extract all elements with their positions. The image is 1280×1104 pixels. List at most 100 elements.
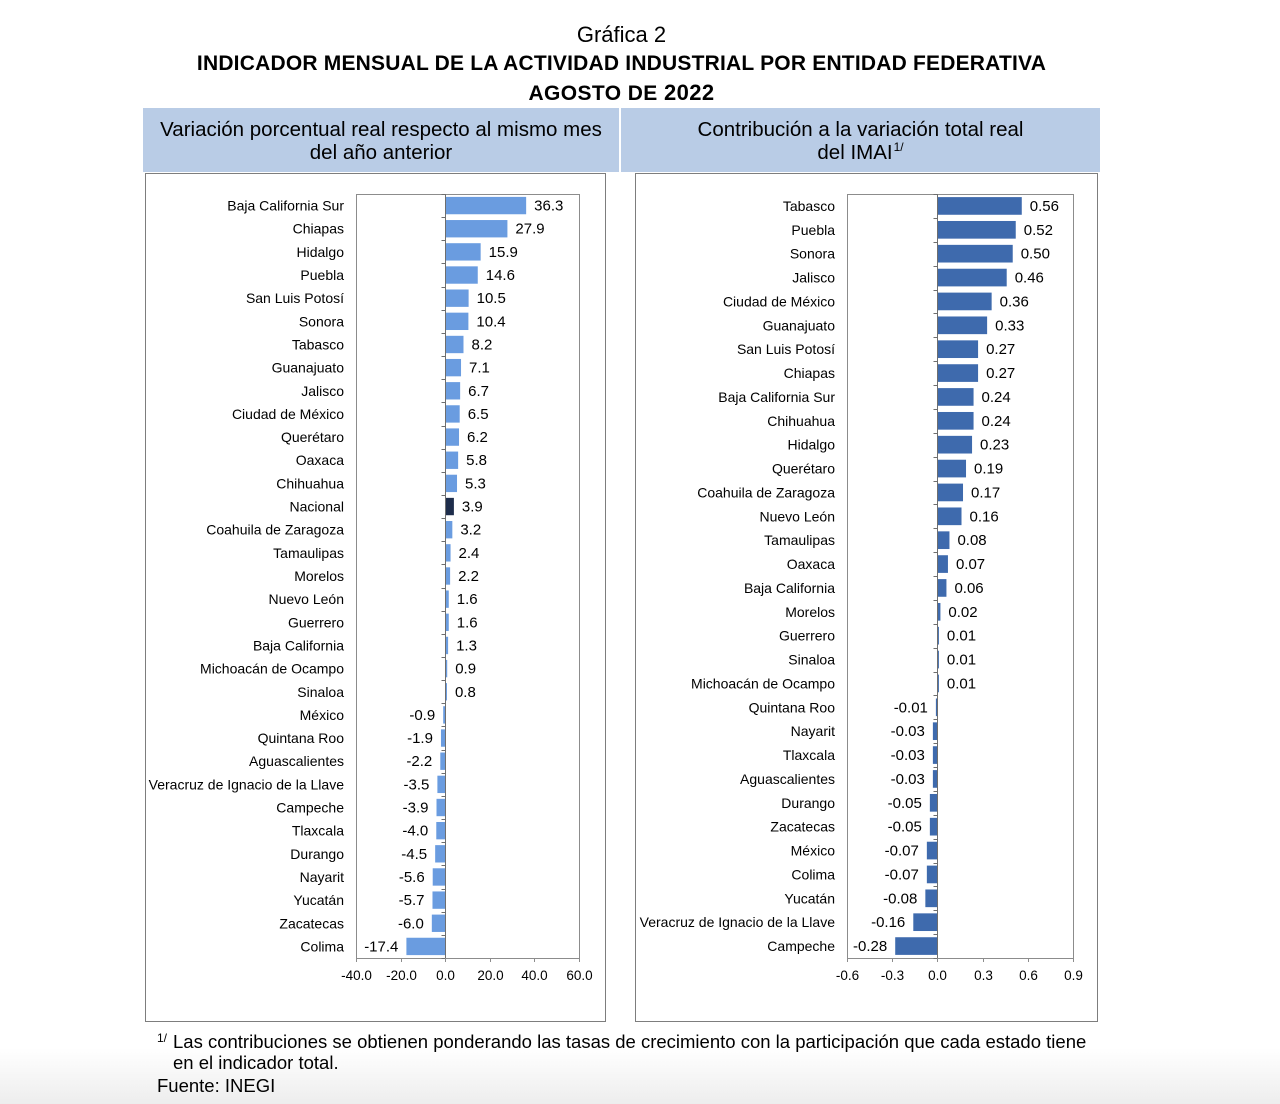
data-label: 0.24: [982, 413, 1011, 430]
data-label: 3.2: [460, 522, 481, 539]
category-label: Nayarit: [791, 723, 835, 739]
data-label: 0.9: [455, 661, 476, 678]
bar: [937, 340, 979, 359]
category-label: Quintana Roo: [749, 699, 836, 715]
data-label: 0.06: [954, 580, 983, 597]
right-panel-title-block: Contribución a la variación total real d…: [689, 118, 1033, 167]
category-label: Baja California Sur: [718, 389, 835, 405]
data-label: 0.08: [957, 532, 986, 549]
x-tick-label: 20.0: [477, 968, 503, 983]
bar: [445, 497, 454, 516]
bar: [937, 292, 992, 311]
bar: [445, 683, 447, 701]
x-tick-label: 0.9: [1064, 968, 1083, 983]
bar: [937, 459, 967, 478]
bar: [445, 590, 449, 608]
category-label: Guerrero: [288, 614, 344, 630]
right-chart-panel: Tabasco Puebla Sonora Jalisco Ciudad de Méxi…: [635, 173, 1098, 1022]
x-tick-label: 40.0: [521, 968, 547, 983]
category-label: Nuevo León: [759, 508, 835, 524]
bar: [926, 841, 938, 860]
bar: [445, 567, 451, 585]
category-label: Tlaxcala: [783, 747, 835, 763]
right-panel-title: Contribución a la variación total real d…: [697, 118, 1024, 164]
bar: [937, 555, 948, 573]
data-label: -4.0: [402, 823, 428, 840]
bar: [437, 775, 446, 794]
category-label: Nayarit: [300, 869, 344, 885]
data-label: 7.1: [469, 360, 490, 377]
bar: [937, 244, 1013, 263]
category-label: Guanajuato: [763, 317, 836, 333]
bar: [937, 483, 964, 502]
data-label: 0.16: [970, 508, 999, 525]
data-label: 0.01: [947, 628, 976, 645]
bar: [436, 798, 446, 817]
data-label: 0.46: [1015, 270, 1044, 287]
figure-label: Gráfica 2: [576, 22, 667, 47]
bar: [445, 243, 481, 261]
category-label: México: [791, 843, 836, 859]
bar-series: [895, 197, 1022, 955]
category-label: San Luis Potosí: [737, 341, 835, 357]
bar: [445, 659, 448, 678]
bar: [937, 411, 974, 430]
data-label: 6.2: [467, 429, 488, 446]
x-tick-label: -0.3: [881, 968, 904, 983]
plot-area: [356, 194, 580, 959]
data-label: -0.03: [891, 723, 925, 740]
data-label: -6.0: [398, 915, 424, 932]
data-labels: 0.56 0.52 0.50 0.46 0.36 0.33 0.27 0.27 0.24 0.24…: [853, 198, 1059, 955]
data-label: 0.8: [455, 684, 476, 701]
data-label: 0.23: [980, 437, 1009, 454]
bar: [932, 746, 938, 764]
bar: [445, 196, 527, 215]
category-label: Baja California Sur: [227, 198, 344, 214]
category-label: Tabasco: [292, 336, 344, 352]
data-label: -17.4: [364, 938, 398, 955]
bar: [937, 197, 1022, 215]
bar: [929, 817, 938, 836]
category-label: Durango: [290, 846, 344, 862]
category-label: Yucatán: [293, 892, 344, 908]
data-label: 0.27: [986, 341, 1015, 358]
data-label: 0.02: [948, 604, 977, 621]
figure-title: INDICADOR MENSUAL DE LA ACTIVIDAD INDUST…: [196, 52, 1047, 75]
category-label: Querétaro: [772, 461, 835, 477]
data-label: 14.6: [486, 267, 515, 284]
bar: [445, 428, 460, 446]
category-label: Coahuila de Zaragoza: [697, 484, 835, 500]
right-bar-chart: Tabasco Puebla Sonora Jalisco Ciudad de Méxi…: [640, 194, 1083, 983]
category-label: Puebla: [791, 222, 835, 238]
category-axis-labels: Baja California Sur Chiapas Hidalgo Puebla S…: [149, 198, 345, 955]
right-panel-header: Contribución a la variación total real d…: [621, 108, 1100, 172]
category-label: Tamaulipas: [764, 532, 835, 548]
bar: [445, 613, 449, 631]
left-chart-panel: Baja California Sur Chiapas Hidalgo Puebla S…: [145, 173, 606, 1022]
data-label: 0.19: [974, 461, 1003, 478]
bar-series: [406, 196, 527, 956]
x-tick-label: 0.3: [974, 968, 993, 983]
bar: [932, 722, 938, 741]
category-label: Ciudad de México: [723, 293, 835, 309]
category-label: Zacatecas: [279, 915, 344, 931]
data-label: -0.16: [871, 914, 905, 931]
bar: [440, 729, 446, 747]
category-label: Jalisco: [301, 383, 344, 399]
bar: [913, 913, 938, 932]
category-label: Oaxaca: [787, 556, 835, 572]
x-tick-label: -40.0: [341, 968, 372, 983]
category-label: Guerrero: [779, 628, 835, 644]
data-label: -5.6: [399, 869, 425, 886]
category-label: Hidalgo: [297, 244, 345, 260]
data-label: 0.36: [1000, 293, 1029, 310]
bar: [937, 388, 974, 406]
bar: [937, 507, 962, 526]
data-label: 5.3: [465, 475, 486, 492]
category-axis-labels: Tabasco Puebla Sonora Jalisco Ciudad de Méxi…: [640, 198, 836, 954]
data-label: 6.5: [468, 406, 489, 423]
data-label: 2.2: [458, 568, 479, 585]
data-label: 0.24: [982, 389, 1011, 406]
data-label: 15.9: [489, 244, 518, 261]
category-label: Baja California: [253, 637, 344, 653]
